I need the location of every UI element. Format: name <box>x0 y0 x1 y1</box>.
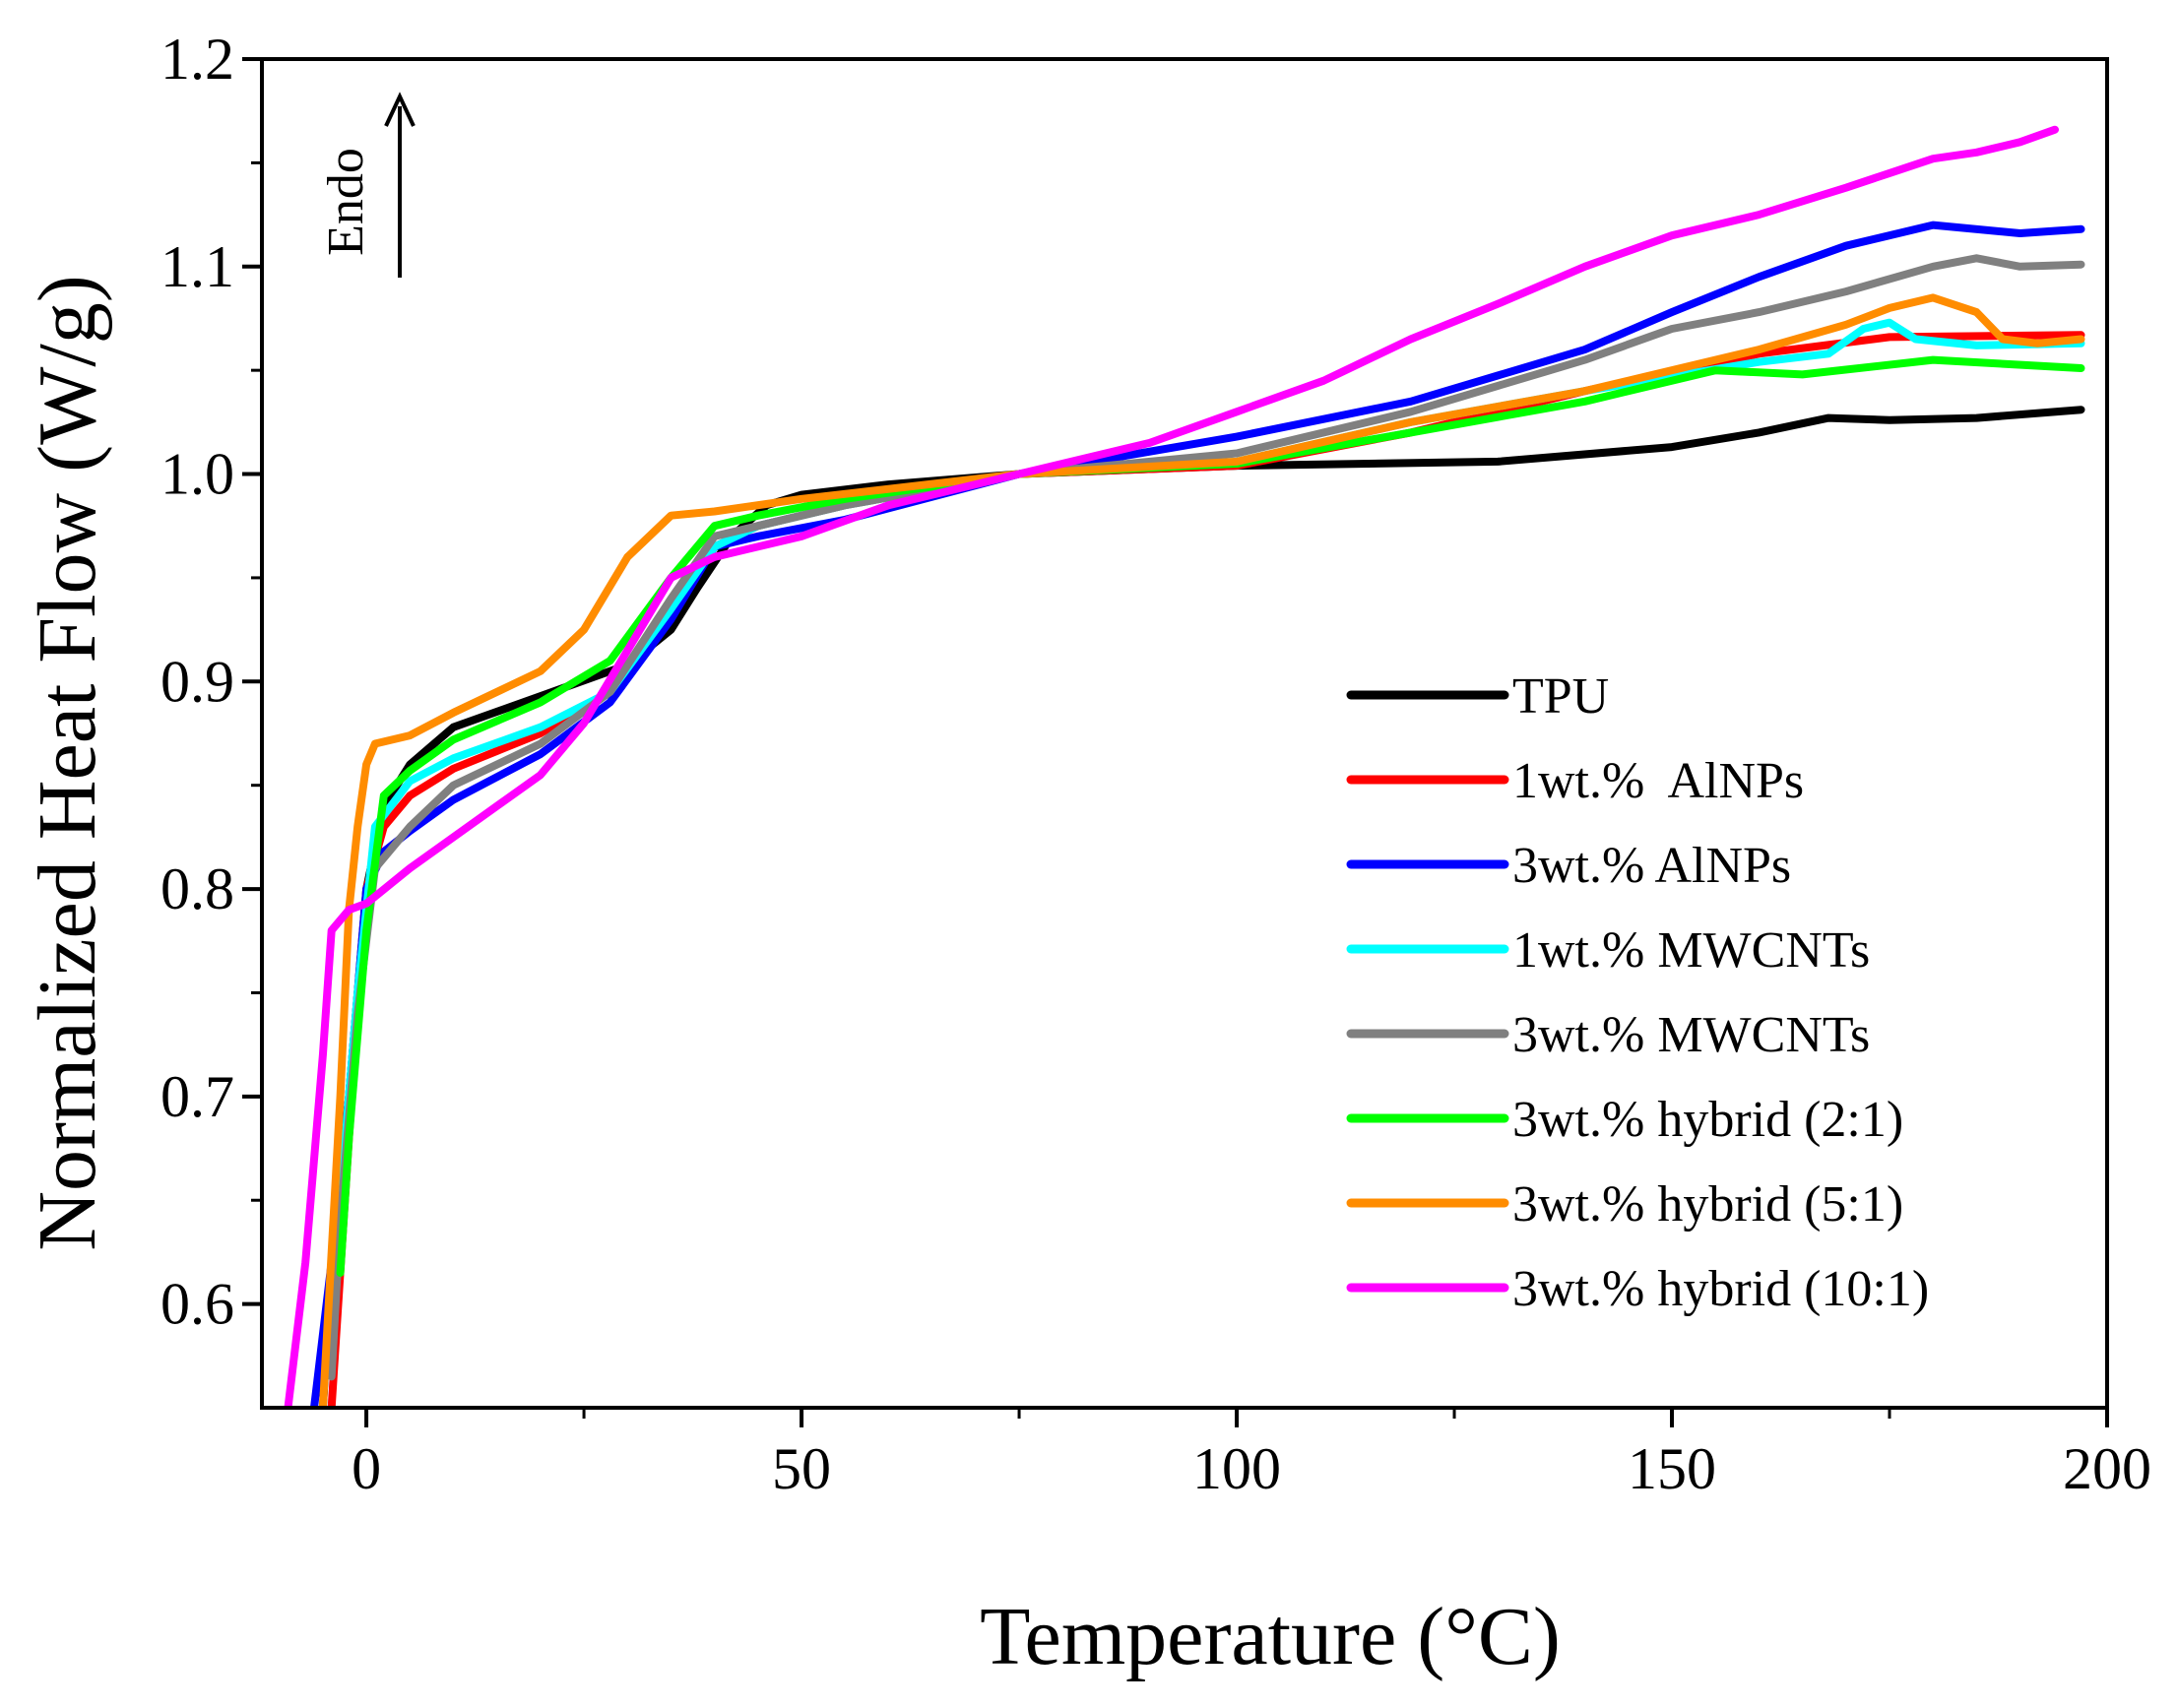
endo-arrowhead-icon <box>384 92 416 127</box>
ticks-layer: 0 50 100 150 200 0.6 0.7 0.8 0.9 1.0 1.1 1.2 <box>160 27 2151 1501</box>
legend-label: 3wt.% MWCNTs <box>1512 1007 1870 1063</box>
y-tick-label: 0.6 <box>160 1272 234 1337</box>
legend-label: 3wt.% hybrid (2:1) <box>1512 1092 1903 1148</box>
x-tick-label: 200 <box>2063 1436 2151 1501</box>
y-tick-label: 1.2 <box>160 27 234 92</box>
y-tick-label: 0.7 <box>160 1064 234 1129</box>
series-line-7 <box>284 125 2059 1408</box>
endo-label: Endo <box>318 148 374 256</box>
x-tick-label: 150 <box>1628 1436 1716 1501</box>
series-line-4 <box>327 254 2085 1381</box>
legend: TPU 1wt.% AlNPs 3wt.% AlNPs 1wt.% MWCNTs 3wt… <box>1346 668 1929 1317</box>
legend-label: TPU <box>1512 668 1609 725</box>
legend-label: 1wt.% MWCNTs <box>1512 922 1870 979</box>
legend-label: 1wt.% AlNPs <box>1512 753 1804 809</box>
y-tick-label: 1.0 <box>160 442 234 507</box>
series-line-5 <box>336 355 2085 1277</box>
y-axis-title: Normalized Heat Flow (W/g) <box>22 275 113 1250</box>
x-tick-label: 100 <box>1192 1436 1281 1501</box>
endo-annotation: Endo <box>318 92 416 278</box>
legend-label: 3wt.% hybrid (10:1) <box>1512 1261 1929 1317</box>
y-tick-label: 0.8 <box>160 856 234 921</box>
series-line-6 <box>318 293 2085 1408</box>
legend-label: 3wt.% AlNPs <box>1512 838 1791 894</box>
y-tick-label: 1.1 <box>160 234 234 299</box>
y-tick-label: 0.9 <box>160 649 234 714</box>
series-line-0 <box>318 406 2085 1408</box>
series-layer <box>284 125 2085 1408</box>
plot-frame <box>260 57 2109 1410</box>
legend-label: 3wt.% hybrid (5:1) <box>1512 1176 1903 1233</box>
series-line-1 <box>327 331 2085 1408</box>
x-tick-label: 50 <box>772 1436 831 1501</box>
x-axis-title: Temperature (°C) <box>980 1591 1561 1682</box>
x-tick-label: 0 <box>352 1436 381 1501</box>
